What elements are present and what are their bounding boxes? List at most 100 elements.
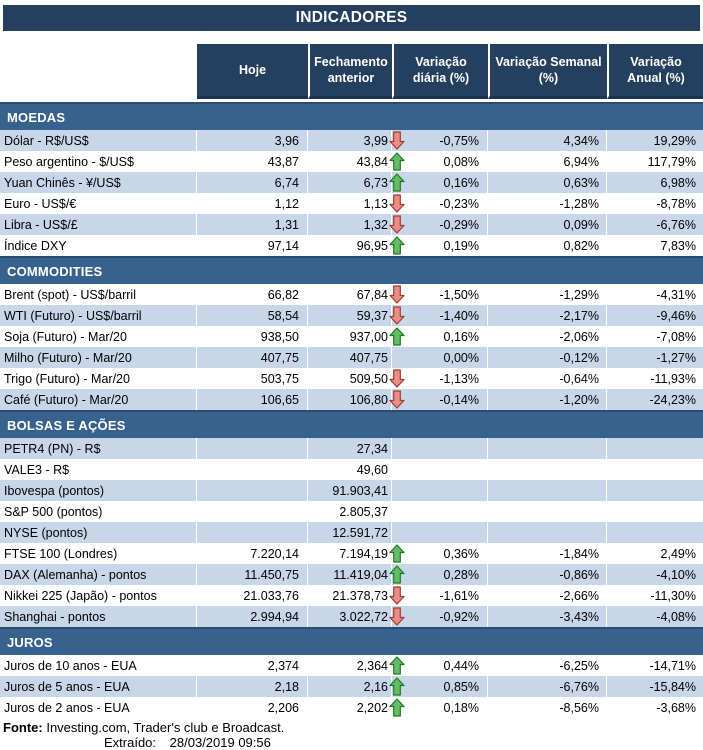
cell-variacao-semanal: 0,82%	[563, 238, 599, 253]
cell-variacao-diaria: -0,92%	[389, 606, 488, 627]
cell-fechamento-anterior: 59,37	[308, 305, 392, 326]
table-row: Shanghai - pontos 2.994,94 3.022,72 -0,9…	[0, 606, 703, 627]
row-label: Shanghai - pontos	[0, 606, 197, 627]
cell-hoje: 2,18	[197, 676, 308, 697]
table-row: Índice DXY 97,14 96,95 0,19% 0,82% 7,83%	[0, 235, 703, 256]
cell-variacao-semanal: -0,86%	[488, 564, 607, 585]
table-row: Milho (Futuro) - Mar/20 407,75 407,75 0,…	[0, 347, 703, 368]
row-label: DAX (Alemanha) - pontos	[0, 564, 197, 585]
section-header: BOLSAS E AÇÕES	[0, 410, 703, 438]
cell-variacao-semanal	[488, 501, 607, 522]
variacao-diaria-value: -0,23%	[439, 196, 479, 211]
row-label: Juros de 10 anos - EUA	[4, 658, 137, 673]
cell-fechamento-anterior: 937,00	[349, 329, 388, 344]
table-row: Juros de 2 anos - EUA 2,206 2,202 0,18% …	[0, 697, 703, 718]
row-label: Milho (Futuro) - Mar/20	[0, 347, 197, 368]
variacao-diaria-value: -0,92%	[439, 609, 479, 624]
cell-variacao-anual: -4,08%	[607, 606, 703, 627]
row-label: Brent (spot) - US$/barril	[4, 287, 136, 302]
cell-fechamento-anterior: 509,50	[349, 371, 388, 386]
table-row: Juros de 10 anos - EUA 2,374 2,364 0,44%…	[0, 655, 703, 676]
trend-arrow-icon	[389, 502, 406, 522]
variacao-diaria-value: -1,50%	[439, 287, 479, 302]
cell-variacao-semanal: 6,94%	[563, 154, 599, 169]
table-row: Juros de 5 anos - EUA 2,18 2,16 0,85% -6…	[0, 676, 703, 697]
cell-hoje: 503,75	[260, 371, 299, 386]
row-label: Yuan Chinês - ¥/US$	[0, 172, 197, 193]
cell-variacao-semanal: -1,28%	[559, 196, 599, 211]
cell-hoje: 7.220,14	[250, 546, 299, 561]
row-label: Soja (Futuro) - Mar/20	[4, 329, 127, 344]
table-row: Yuan Chinês - ¥/US$ 6,74 6,73 0,16% 0,63…	[0, 172, 703, 193]
cell-variacao-diaria: 0,16%	[389, 326, 488, 347]
cell-fechamento-anterior: 7.194,19	[339, 546, 388, 561]
variacao-diaria-value: -0,29%	[439, 217, 479, 232]
cell-variacao-anual: -7,08%	[656, 329, 696, 344]
cell-hoje	[197, 522, 308, 543]
down-arrow-icon	[389, 194, 406, 214]
column-header-hoje: Hoje	[197, 44, 308, 99]
cell-variacao-semanal	[488, 438, 607, 459]
cell-hoje: 106,65	[197, 389, 308, 410]
table-row: WTI (Futuro) - US$/barril 58,54 59,37 -1…	[0, 305, 703, 326]
up-arrow-icon	[389, 698, 406, 718]
table-row: Soja (Futuro) - Mar/20 938,50 937,00 0,1…	[0, 326, 703, 347]
variacao-diaria-value: 0,16%	[443, 175, 479, 190]
cell-hoje: 97,14	[267, 238, 299, 253]
cell-hoje	[197, 480, 308, 501]
cell-hoje: 66,82	[267, 287, 299, 302]
cell-variacao-semanal: -2,66%	[559, 588, 599, 603]
variacao-diaria-value: 0,16%	[443, 329, 479, 344]
cell-fechamento-anterior: 11.419,04	[308, 564, 392, 585]
cell-variacao-semanal: -6,25%	[559, 658, 599, 673]
cell-variacao-anual: -14,71%	[649, 658, 696, 673]
cell-fechamento-anterior: 1,13	[363, 196, 388, 211]
cell-variacao-semanal	[488, 459, 607, 480]
cell-variacao-semanal: 0,09%	[488, 214, 607, 235]
cell-variacao-semanal: 4,34%	[488, 130, 607, 151]
table-row: FTSE 100 (Londres) 7.220,14 7.194,19 0,3…	[0, 543, 703, 564]
row-label: NYSE (pontos)	[0, 522, 197, 543]
cell-hoje	[197, 459, 308, 480]
variacao-diaria-value: 0,19%	[443, 238, 479, 253]
cell-fechamento-anterior: 21.378,73	[332, 588, 388, 603]
table-section: COMMODITIES Brent (spot) - US$/barril 66…	[0, 256, 703, 410]
cell-hoje: 2.994,94	[197, 606, 308, 627]
cell-fechamento-anterior: 49,60	[356, 462, 388, 477]
cell-fechamento-anterior: 96,95	[356, 238, 388, 253]
cell-variacao-diaria: -1,61%	[389, 585, 488, 606]
down-arrow-icon	[389, 285, 406, 305]
cell-variacao-anual: -24,23%	[607, 389, 703, 410]
cell-hoje: 2,206	[267, 700, 299, 715]
cell-fechamento-anterior: 43,84	[356, 154, 388, 169]
cell-variacao-diaria: 0,00%	[392, 347, 488, 368]
section-header: MOEDAS	[0, 102, 703, 130]
cell-variacao-diaria: 0,19%	[389, 235, 488, 256]
variacao-diaria-value: -1,61%	[439, 588, 479, 603]
cell-variacao-anual: 19,29%	[607, 130, 703, 151]
cell-variacao-anual: -1,27%	[607, 347, 703, 368]
variacao-diaria-value: -1,40%	[439, 308, 479, 323]
cell-fechamento-anterior: 3.022,72	[308, 606, 392, 627]
cell-hoje: 43,87	[267, 154, 299, 169]
trend-arrow-icon	[389, 439, 406, 459]
cell-variacao-semanal	[488, 480, 607, 501]
up-arrow-icon	[389, 327, 406, 347]
cell-variacao-semanal	[488, 522, 607, 543]
table-row: Dólar - R$/US$ 3,96 3,99 -0,75% 4,34% 19…	[0, 130, 703, 151]
cell-fechamento-anterior: 67,84	[356, 287, 388, 302]
cell-fechamento-anterior: 27,34	[308, 438, 392, 459]
cell-variacao-diaria: -0,75%	[389, 130, 488, 151]
extracted-timestamp: 28/03/2019 09:56	[169, 735, 271, 750]
cell-variacao-diaria	[392, 501, 488, 522]
cell-variacao-diaria: 0,36%	[389, 543, 488, 564]
row-label: Dólar - R$/US$	[0, 130, 197, 151]
up-arrow-icon	[389, 656, 406, 676]
cell-variacao-anual: 2,49%	[660, 546, 696, 561]
row-label: Índice DXY	[4, 238, 67, 253]
cell-hoje: 1,31	[197, 214, 308, 235]
indicadores-report: INDICADORES Hoje Fechamento anterior Var…	[0, 5, 703, 750]
cell-variacao-diaria: 0,08%	[389, 151, 488, 172]
row-label: Trigo (Futuro) - Mar/20	[4, 371, 130, 386]
table-section: JUROS Juros de 10 anos - EUA 2,374 2,364…	[0, 627, 703, 718]
